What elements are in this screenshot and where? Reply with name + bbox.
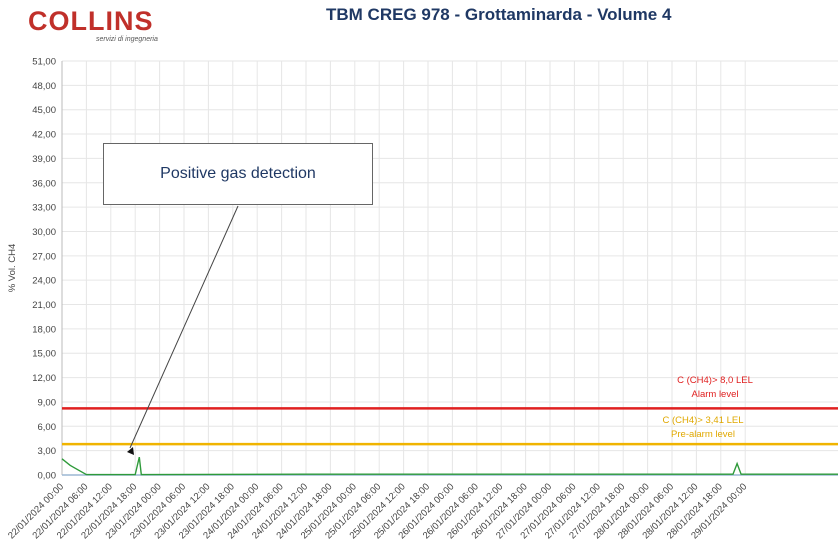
y-tick-label: 3,00	[38, 446, 57, 457]
y-tick-label: 6,00	[38, 422, 57, 433]
threshold-label: Alarm level	[692, 389, 739, 400]
y-tick-label: 39,00	[32, 154, 56, 165]
y-tick-label: 30,00	[32, 227, 56, 238]
y-tick-label: 33,00	[32, 203, 56, 214]
threshold-name: C (CH4)> 3,41 LEL	[662, 415, 743, 426]
y-tick-label: 36,00	[32, 178, 56, 189]
y-tick-label: 45,00	[32, 105, 56, 116]
y-tick-label: 0,00	[38, 471, 57, 482]
callout-arrowhead	[127, 447, 134, 455]
y-tick-label: 27,00	[32, 251, 56, 262]
ch4-series-line	[61, 456, 838, 476]
y-tick-label: 48,00	[32, 81, 56, 92]
y-tick-label: 51,00	[32, 57, 56, 68]
callout-pointer	[129, 205, 239, 449]
y-tick-label: 9,00	[38, 397, 57, 408]
y-tick-label: 21,00	[32, 300, 56, 311]
callout-text: Positive gas detection	[160, 165, 316, 182]
collins-logo: COLLINS servizi di ingegneria	[28, 6, 168, 44]
chart-title: TBM CREG 978 - Grottaminarda - Volume 4	[326, 5, 672, 24]
y-tick-label: 15,00	[32, 349, 56, 360]
threshold-name: C (CH4)> 8,0 LEL	[677, 375, 753, 386]
threshold-label: Pre-alarm level	[671, 429, 735, 440]
gas-detection-callout: Positive gas detection	[103, 143, 373, 205]
y-tick-label: 24,00	[32, 276, 56, 287]
y-tick-label: 12,00	[32, 373, 56, 384]
y-axis-label: % Vol. CH4	[7, 244, 18, 293]
y-tick-label: 42,00	[32, 130, 56, 141]
logo-wordmark: COLLINS	[28, 6, 154, 36]
y-tick-label: 18,00	[32, 324, 56, 335]
logo-tagline: servizi di ingegneria	[96, 36, 158, 43]
